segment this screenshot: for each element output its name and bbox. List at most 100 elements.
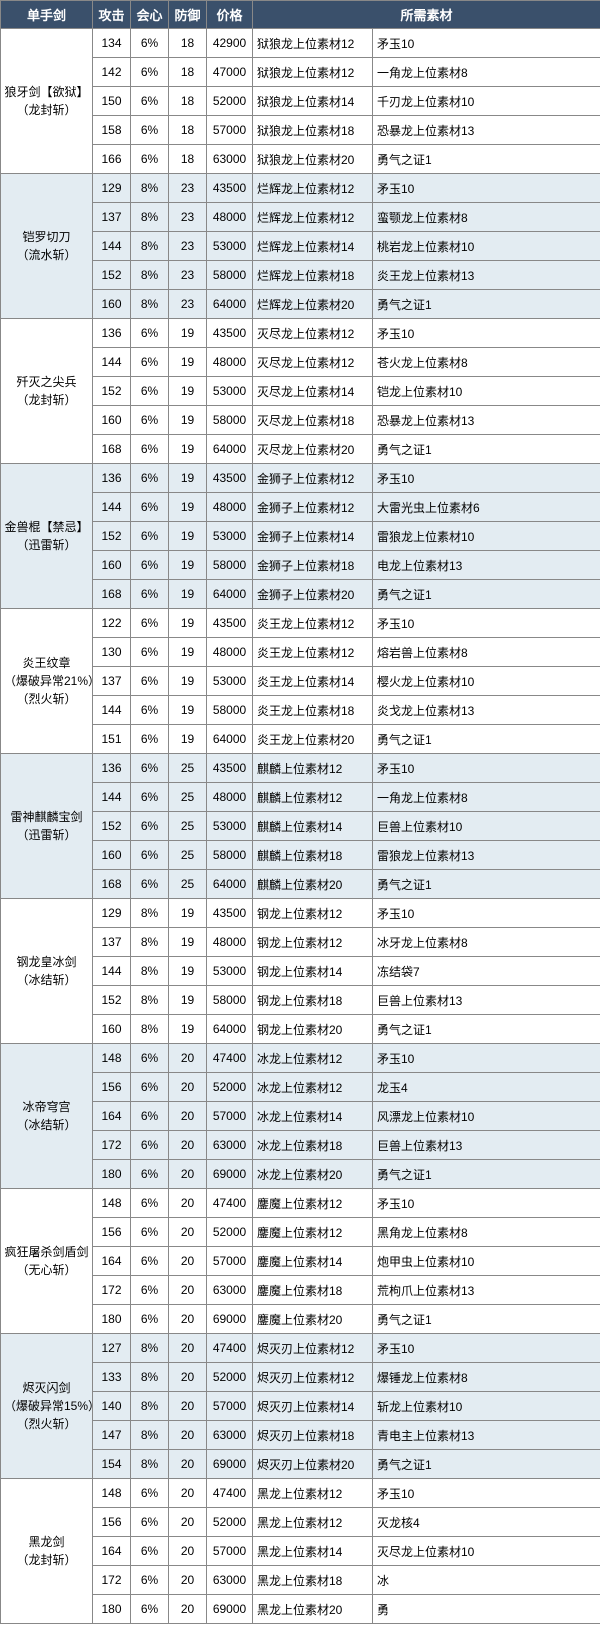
cell-price: 43500 [207,319,253,348]
cell-m1: 金狮子上位素材12 [253,493,373,522]
cell-m2: 恐暴龙上位素材13 [373,406,600,435]
cell-m2: 矛玉10 [373,174,600,203]
cell-price: 48000 [207,348,253,377]
cell-m2: 黑角龙上位素材8 [373,1218,600,1247]
cell-def: 20 [169,1305,207,1334]
cell-crit: 6% [131,1566,169,1595]
cell-def: 19 [169,348,207,377]
cell-crit: 8% [131,957,169,986]
cell-m2: 冰牙龙上位素材8 [373,928,600,957]
cell-crit: 6% [131,1247,169,1276]
cell-atk: 137 [93,928,131,957]
cell-price: 53000 [207,812,253,841]
cell-def: 19 [169,928,207,957]
cell-m1: 炎王龙上位素材20 [253,725,373,754]
cell-atk: 172 [93,1566,131,1595]
cell-m2: 斩龙上位素材10 [373,1392,600,1421]
cell-price: 47400 [207,1479,253,1508]
cell-crit: 6% [131,783,169,812]
cell-def: 20 [169,1334,207,1363]
cell-m2: 一角龙上位素材8 [373,783,600,812]
cell-m2: 矛玉10 [373,899,600,928]
cell-price: 48000 [207,493,253,522]
cell-m2: 恐暴龙上位素材13 [373,116,600,145]
cell-def: 23 [169,203,207,232]
header-row: 单手剑 攻击 会心 防御 价格 所需素材 [1,1,600,29]
cell-m2: 勇气之证1 [373,290,600,319]
cell-price: 52000 [207,87,253,116]
cell-m1: 黑龙上位素材12 [253,1479,373,1508]
cell-price: 53000 [207,667,253,696]
cell-atk: 127 [93,1334,131,1363]
cell-crit: 6% [131,1479,169,1508]
cell-m2: 一角龙上位素材8 [373,58,600,87]
cell-m1: 麒麟上位素材18 [253,841,373,870]
cell-m1: 麒麟上位素材12 [253,754,373,783]
cell-crit: 6% [131,1160,169,1189]
cell-price: 48000 [207,638,253,667]
cell-m2: 炮甲虫上位素材10 [373,1247,600,1276]
cell-price: 48000 [207,783,253,812]
cell-atk: 152 [93,522,131,551]
cell-m1: 烂辉龙上位素材12 [253,174,373,203]
cell-m1: 灭尽龙上位素材20 [253,435,373,464]
cell-crit: 6% [131,493,169,522]
cell-price: 53000 [207,377,253,406]
cell-atk: 156 [93,1218,131,1247]
cell-m1: 炎王龙上位素材12 [253,609,373,638]
cell-atk: 180 [93,1595,131,1624]
cell-crit: 6% [131,435,169,464]
cell-m2: 矛玉10 [373,1334,600,1363]
cell-crit: 6% [131,145,169,174]
cell-m1: 冰龙上位素材14 [253,1102,373,1131]
cell-price: 43500 [207,464,253,493]
cell-price: 58000 [207,696,253,725]
table-row: 狼牙剑【欲狱】（龙封斩）1346%1842900狱狼龙上位素材12矛玉10 [1,29,600,58]
cell-crit: 6% [131,319,169,348]
cell-def: 20 [169,1276,207,1305]
cell-m2: 巨兽上位素材13 [373,1131,600,1160]
weapon-name: 雷神麒麟宝剑（迅雷斩） [1,754,93,899]
cell-def: 19 [169,551,207,580]
cell-crit: 6% [131,638,169,667]
cell-m1: 烬灭刃上位素材12 [253,1334,373,1363]
cell-price: 52000 [207,1508,253,1537]
cell-m1: 鏖魔上位素材12 [253,1218,373,1247]
cell-def: 20 [169,1450,207,1479]
cell-crit: 8% [131,1015,169,1044]
weapon-name: 歼灭之尖兵（龙封斩） [1,319,93,464]
cell-m1: 鏖魔上位素材18 [253,1276,373,1305]
cell-atk: 137 [93,203,131,232]
cell-m1: 狱狼龙上位素材12 [253,29,373,58]
cell-m2: 灭龙核4 [373,1508,600,1537]
cell-crit: 6% [131,1595,169,1624]
table-row: 钢龙皇冰剑（冰结斩）1298%1943500钢龙上位素材12矛玉10 [1,899,600,928]
cell-price: 57000 [207,1392,253,1421]
cell-m2: 矛玉10 [373,464,600,493]
cell-atk: 147 [93,1421,131,1450]
cell-price: 42900 [207,29,253,58]
cell-def: 20 [169,1160,207,1189]
cell-atk: 160 [93,290,131,319]
cell-atk: 164 [93,1247,131,1276]
weapon-name: 炎王纹章（爆破异常21%）（烈火斩） [1,609,93,754]
cell-crit: 8% [131,1392,169,1421]
cell-price: 69000 [207,1595,253,1624]
cell-price: 69000 [207,1450,253,1479]
cell-m1: 黑龙上位素材20 [253,1595,373,1624]
cell-def: 25 [169,783,207,812]
weapon-name: 冰帝穹宫（冰结斩） [1,1044,93,1189]
cell-crit: 6% [131,1508,169,1537]
cell-m2: 巨兽上位素材10 [373,812,600,841]
cell-def: 20 [169,1218,207,1247]
cell-crit: 8% [131,1421,169,1450]
cell-m2: 勇 [373,1595,600,1624]
cell-def: 19 [169,522,207,551]
table-row: 铠罗切刀（流水斩）1298%2343500烂辉龙上位素材12矛玉10 [1,174,600,203]
cell-m1: 烬灭刃上位素材18 [253,1421,373,1450]
cell-crit: 8% [131,232,169,261]
cell-m1: 灭尽龙上位素材12 [253,319,373,348]
cell-def: 23 [169,174,207,203]
cell-crit: 6% [131,580,169,609]
cell-m1: 烂辉龙上位素材12 [253,203,373,232]
